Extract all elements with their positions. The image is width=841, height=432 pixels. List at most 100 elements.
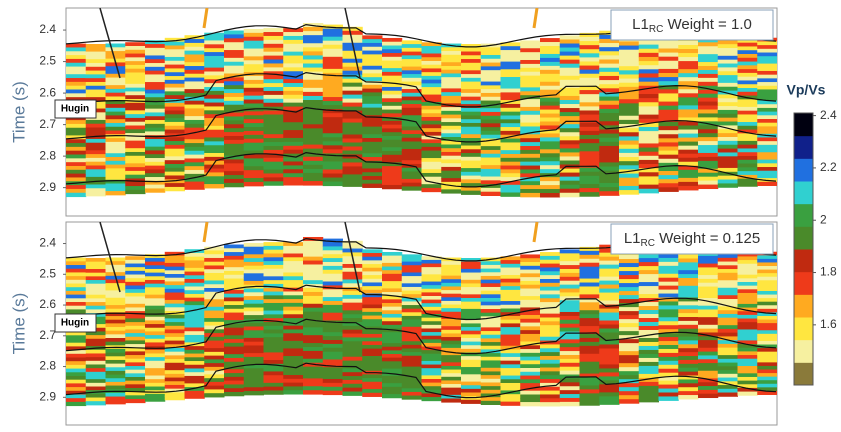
- seismic-cell: [678, 138, 698, 143]
- seismic-cell: [678, 294, 698, 298]
- seismic-cell: [422, 169, 442, 173]
- seismic-cell: [204, 95, 224, 99]
- seismic-cell: [244, 37, 264, 41]
- seismic-cell: [481, 331, 501, 335]
- seismic-cell: [757, 56, 777, 60]
- seismic-cell: [224, 81, 244, 85]
- seismic-cell: [244, 304, 264, 308]
- seismic-cell: [520, 330, 540, 334]
- seismic-cell: [422, 53, 442, 57]
- seismic-cell: [441, 333, 461, 337]
- seismic-cell: [244, 353, 264, 357]
- seismic-cell: [501, 286, 521, 290]
- seismic-cell: [125, 95, 145, 99]
- seismic-cell: [185, 74, 205, 78]
- seismic-cell: [283, 352, 303, 356]
- seismic-cell: [501, 376, 521, 380]
- seismic-cell: [165, 168, 185, 172]
- seismic-cell: [303, 136, 323, 141]
- seismic-cell: [165, 378, 185, 382]
- seismic-cell: [125, 285, 145, 289]
- seismic-cell: [639, 258, 659, 262]
- seismic-cell: [165, 392, 185, 396]
- seismic-cell: [106, 112, 126, 116]
- seismic-cell: [303, 300, 323, 304]
- seismic-cell: [481, 63, 501, 67]
- seismic-cell: [323, 305, 343, 309]
- seismic-cell: [481, 353, 501, 357]
- seismic-cell: [382, 181, 402, 185]
- seismic-cell: [757, 348, 777, 352]
- seismic-cell: [520, 91, 540, 95]
- seismic-cell: [639, 338, 659, 342]
- seismic-cell: [106, 153, 126, 157]
- seismic-cell: [125, 118, 145, 122]
- seismic-cell: [66, 369, 86, 373]
- seismic-cell: [441, 294, 461, 298]
- seismic-cell: [106, 353, 126, 357]
- seismic-cell: [106, 316, 126, 320]
- seismic-cell: [619, 41, 639, 46]
- seismic-cell: [402, 160, 422, 164]
- seismic-cell: [303, 312, 323, 316]
- seismic-cell: [599, 384, 619, 388]
- seismic-cell: [540, 371, 560, 375]
- seismic-cell: [580, 279, 600, 283]
- seismic-cell: [106, 367, 126, 371]
- seismic-cell: [481, 127, 501, 131]
- seismic-cell: [165, 103, 185, 107]
- seismic-cell: [560, 308, 580, 312]
- seismic-cell: [382, 53, 402, 57]
- seismic-cell: [560, 80, 580, 85]
- seismic-cell: [580, 45, 600, 50]
- seismic-cell: [303, 64, 323, 69]
- seismic-cell: [204, 137, 224, 141]
- y-tick-label: 2.5: [39, 54, 56, 68]
- seismic-cell: [560, 152, 580, 157]
- seismic-cell: [86, 158, 106, 162]
- seismic-cell: [244, 338, 264, 342]
- seismic-cell: [283, 36, 303, 40]
- seismic-cell: [224, 101, 244, 105]
- seismic-cell: [145, 350, 165, 354]
- seismic-cell: [501, 279, 521, 283]
- seismic-cell: [678, 301, 698, 305]
- seismic-cell: [599, 68, 619, 73]
- seismic-cell: [757, 93, 777, 97]
- seismic-cell: [362, 374, 382, 378]
- seismic-cell: [224, 358, 244, 362]
- seismic-cell: [145, 364, 165, 368]
- seismic-cell: [718, 118, 738, 122]
- seismic-cell: [264, 75, 284, 79]
- colorbar-segment: [794, 204, 813, 227]
- seismic-cell: [145, 105, 165, 109]
- seismic-cell: [303, 304, 323, 308]
- seismic-cell: [106, 356, 126, 360]
- seismic-cell: [698, 129, 718, 133]
- seismic-cell: [560, 304, 580, 308]
- seismic-cell: [343, 314, 363, 318]
- seismic-cell: [580, 255, 600, 259]
- seismic-cell: [165, 285, 185, 289]
- seismic-cell: [185, 335, 205, 339]
- seismic-cell: [165, 359, 185, 363]
- seismic-cell: [698, 390, 718, 394]
- seismic-cell: [343, 166, 363, 170]
- seismic-cell: [580, 188, 600, 193]
- seismic-cell: [343, 380, 363, 384]
- seismic-cell: [599, 175, 619, 180]
- seismic-cell: [165, 329, 185, 333]
- seismic-cell: [224, 331, 244, 335]
- seismic-cell: [125, 46, 145, 50]
- seismic-cell: [402, 52, 422, 56]
- seismic-cell: [580, 263, 600, 267]
- seismic-cell: [501, 327, 521, 331]
- seismic-cell: [580, 135, 600, 140]
- seismic-cell: [599, 97, 619, 102]
- seismic-cell: [501, 115, 521, 119]
- seismic-cell: [639, 135, 659, 140]
- seismic-cell: [698, 58, 718, 62]
- seismic-cell: [125, 80, 145, 84]
- seismic-cell: [461, 276, 481, 280]
- seismic-cell: [303, 308, 323, 312]
